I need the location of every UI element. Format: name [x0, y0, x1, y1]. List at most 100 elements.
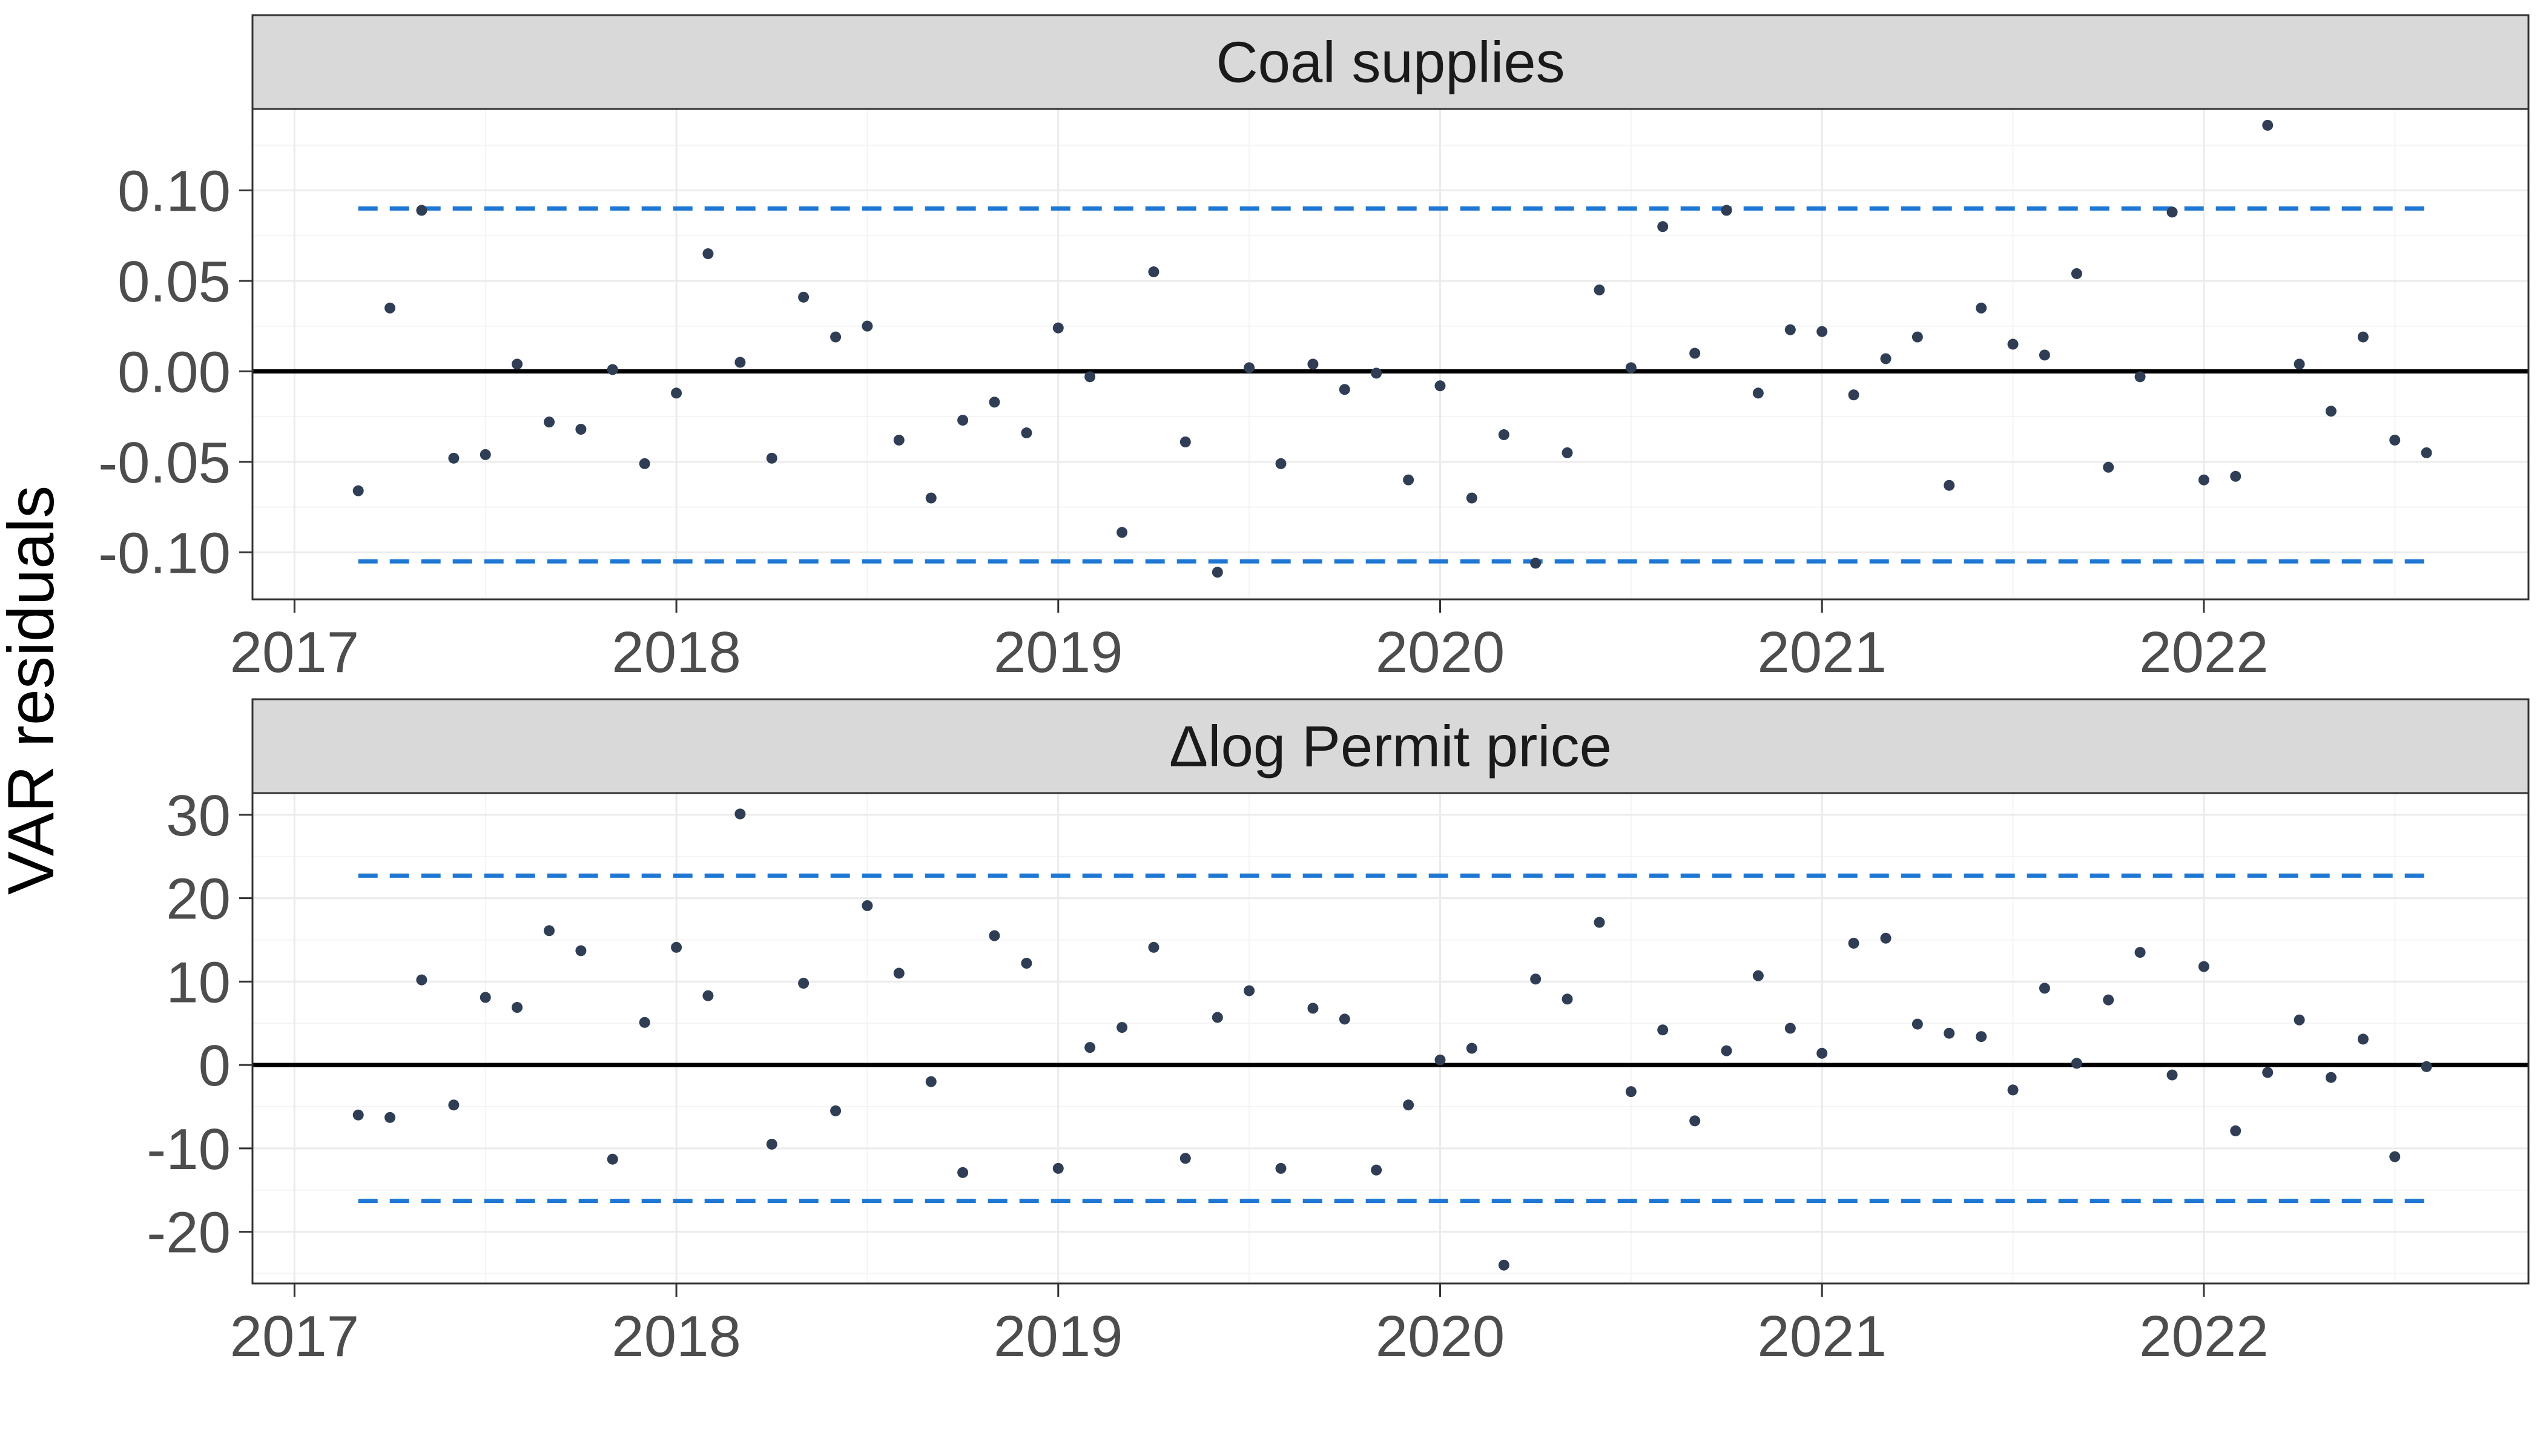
y-axis-title: VAR residuals [0, 486, 67, 895]
x-tick-label: 2017 [230, 620, 360, 685]
facet-strip [251, 698, 2530, 794]
data-point [1911, 1018, 1923, 1030]
data-point [734, 357, 746, 368]
data-point [2103, 994, 2114, 1006]
data-point [512, 358, 523, 370]
data-point [1784, 1023, 1796, 1034]
y-tick-label: -0.05 [98, 430, 231, 495]
data-point [925, 1076, 937, 1087]
data-point [2007, 338, 2019, 350]
data-point [862, 900, 873, 911]
data-point [1116, 527, 1128, 538]
data-point [639, 1016, 650, 1028]
data-point [2230, 1125, 2241, 1136]
data-point [1562, 447, 1573, 458]
data-point [1275, 458, 1287, 469]
data-point [1848, 389, 1859, 401]
data-point [575, 424, 587, 435]
data-point [480, 992, 491, 1003]
x-tick-label: 2018 [612, 1304, 741, 1369]
data-point [1784, 324, 1796, 335]
data-point [575, 945, 587, 957]
x-tick-label: 2021 [1757, 1304, 1887, 1369]
y-tick-label: -0.10 [98, 521, 231, 585]
data-point [2198, 474, 2209, 486]
data-point [1371, 367, 1382, 379]
data-point [1212, 567, 1223, 578]
data-point [480, 449, 491, 460]
data-point [1244, 985, 1255, 996]
data-point [1466, 1043, 1477, 1054]
data-point [2230, 470, 2241, 482]
y-tick-label: 20 [166, 867, 231, 932]
data-point [671, 941, 682, 953]
data-point [1625, 1086, 1637, 1098]
data-point [352, 1109, 364, 1121]
data-point [2421, 447, 2432, 458]
data-point [1307, 358, 1319, 370]
data-point [1434, 1054, 1446, 1066]
data-point [2134, 371, 2146, 383]
data-point [893, 434, 905, 446]
data-point [1148, 266, 1159, 278]
data-point [1021, 427, 1032, 439]
y-tick-label: 0.05 [117, 249, 231, 314]
data-point [416, 205, 427, 216]
data-point [1752, 387, 1764, 399]
data-point [1752, 970, 1764, 981]
x-tick-label: 2019 [994, 620, 1123, 685]
data-point [2421, 1061, 2432, 1072]
data-point [830, 1105, 842, 1116]
data-point [2325, 1072, 2337, 1083]
x-tick-label: 2020 [1376, 1304, 1505, 1369]
data-point [925, 492, 937, 504]
data-point [1657, 1024, 1669, 1036]
data-point [2357, 331, 2369, 343]
data-point [1084, 371, 1096, 383]
data-point [2294, 1014, 2305, 1026]
y-tick-label: -20 [147, 1201, 231, 1265]
data-point [862, 320, 873, 332]
x-tick-label: 2017 [230, 1304, 360, 1369]
data-point [448, 452, 460, 464]
data-point [1084, 1042, 1096, 1053]
data-point [734, 808, 746, 820]
data-point [2389, 434, 2401, 446]
data-point [1498, 1259, 1509, 1271]
data-point [2166, 1069, 2178, 1081]
data-point [2007, 1084, 2019, 1096]
data-point [1148, 941, 1159, 953]
y-tick-label: 10 [166, 950, 231, 1015]
data-point [1403, 1099, 1414, 1111]
x-tick-label: 2018 [612, 620, 741, 685]
data-point [671, 387, 682, 399]
x-tick-label: 2021 [1757, 620, 1887, 685]
data-point [1307, 1003, 1319, 1014]
data-point [798, 978, 810, 989]
data-point [1944, 479, 1955, 491]
x-tick-label: 2020 [1376, 620, 1505, 685]
data-point [766, 452, 777, 464]
data-point [2262, 1067, 2274, 1078]
data-point [1116, 1022, 1128, 1033]
data-point [2262, 119, 2274, 131]
data-point [1944, 1027, 1955, 1039]
data-point [1594, 284, 1605, 295]
data-point [766, 1138, 777, 1150]
data-point [2166, 206, 2178, 218]
data-point [957, 415, 969, 426]
facet-panel-2: Δlog Permit price 30 20 10 0 -10 -20 2017 2018 20… [147, 698, 2530, 1369]
y-tick-label: 0.10 [117, 159, 231, 224]
data-point [2071, 1058, 2082, 1069]
data-point [2071, 268, 2082, 279]
data-point [2039, 349, 2050, 361]
data-point [1562, 993, 1573, 1005]
data-point [384, 1112, 396, 1123]
data-point [1466, 492, 1477, 504]
data-point [1848, 937, 1859, 949]
data-point [1689, 1115, 1701, 1127]
data-point [1530, 973, 1542, 985]
data-point [1689, 348, 1701, 359]
